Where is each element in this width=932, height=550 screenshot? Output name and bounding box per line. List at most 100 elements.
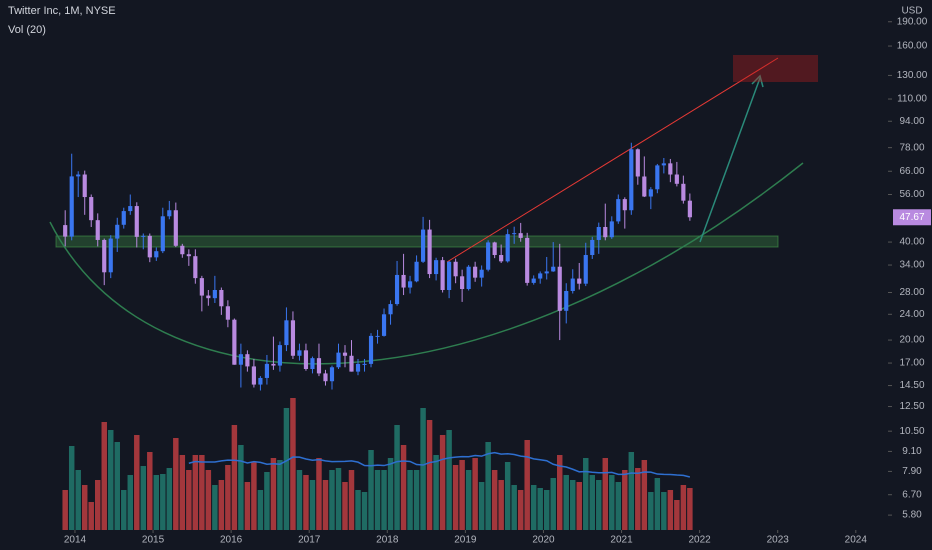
volume-bar <box>452 465 459 530</box>
volume-bar <box>446 430 452 530</box>
volume-bar <box>609 475 615 530</box>
x-tick-label: 2020 <box>532 535 555 546</box>
x-tick-label: 2019 <box>454 535 477 546</box>
volume-bar <box>537 488 543 530</box>
candle-body <box>199 278 204 296</box>
y-tick-label: 5.80 <box>902 510 922 521</box>
candle-body <box>147 235 152 258</box>
volume-bar <box>472 458 478 530</box>
y-tick-label: 160.00 <box>897 41 928 52</box>
trend-line <box>446 57 779 263</box>
x-tick-label: 2017 <box>298 535 321 546</box>
volume-bar <box>635 468 641 530</box>
candle-body <box>206 295 211 299</box>
candle-body <box>238 354 243 365</box>
volume-bar <box>270 458 277 530</box>
volume-bar <box>550 478 556 530</box>
volume-bar <box>543 490 550 530</box>
candle-body <box>381 314 387 336</box>
y-tick-label: 190.00 <box>897 16 928 27</box>
candle-body <box>89 197 94 221</box>
candle-body <box>271 363 276 366</box>
candle-body <box>264 363 269 378</box>
candle-body <box>167 210 172 217</box>
candle-body <box>570 278 575 291</box>
candle-body <box>76 174 81 177</box>
candle-body <box>557 266 562 311</box>
volume-bar <box>140 466 147 530</box>
volume-bar <box>576 482 582 530</box>
x-tick-label: 2023 <box>767 535 790 546</box>
candle-body <box>544 271 549 274</box>
volume-bar <box>622 470 628 530</box>
volume-bar <box>212 485 218 530</box>
candle-body <box>232 319 237 365</box>
candle-body <box>473 266 478 278</box>
candle-body <box>394 274 400 305</box>
candle-layer <box>63 142 692 391</box>
volume-bar <box>290 398 296 530</box>
candle-body <box>95 220 100 240</box>
volume-bar <box>387 458 394 530</box>
candle-body <box>681 183 686 201</box>
volume-bar <box>192 455 199 530</box>
volume-bar <box>257 490 264 530</box>
x-tick-label: 2014 <box>64 535 87 546</box>
volume-bar <box>348 470 355 530</box>
volume-bar <box>199 455 205 530</box>
last-price-box <box>893 209 931 226</box>
candle-body <box>538 273 543 279</box>
volume-bar <box>459 460 465 530</box>
volume-bar <box>648 492 654 530</box>
volume-bar <box>615 482 622 530</box>
candle-body <box>440 260 445 290</box>
candle-body <box>460 276 465 290</box>
volume-bar <box>225 465 231 530</box>
volume-bar <box>283 408 290 530</box>
y-tick-label: 17.00 <box>899 358 924 369</box>
volume-bar <box>583 458 589 530</box>
volume-bar <box>589 475 595 530</box>
candle-body <box>173 210 178 246</box>
candle-body <box>629 149 634 211</box>
candle-body <box>368 335 374 364</box>
volume-bar <box>205 470 212 530</box>
chart-title: Twitter Inc, 1M, NYSE <box>8 5 116 17</box>
candle-body <box>479 269 484 278</box>
candle-body <box>564 290 569 311</box>
volume-bar <box>485 442 491 530</box>
candle-body <box>160 216 165 252</box>
candle-body <box>466 266 471 290</box>
volume-bar <box>407 470 413 530</box>
candle-body <box>668 163 673 175</box>
volume-bar <box>127 475 134 530</box>
candle-body <box>687 200 692 218</box>
y-tick-label: 130.00 <box>897 70 928 81</box>
candle-body <box>245 354 250 367</box>
candle-body <box>622 199 627 211</box>
y-tick-label: 12.50 <box>899 401 924 412</box>
candle-body <box>219 289 224 307</box>
volume-bar <box>413 470 420 530</box>
x-tick-label: 2021 <box>610 535 633 546</box>
volume-bar <box>368 450 374 530</box>
y-tick-label: 9.10 <box>902 446 922 457</box>
cup-curve <box>49 162 804 365</box>
candle-body <box>427 229 432 275</box>
x-tick-label: 2024 <box>845 535 868 546</box>
last-price: 47.67 <box>899 212 924 223</box>
volume-bar <box>517 490 524 530</box>
candle-body <box>212 289 217 299</box>
candle-body <box>590 239 595 256</box>
volume-bar <box>381 470 387 530</box>
y-tick-label: 7.90 <box>902 466 922 477</box>
volume-bar <box>524 440 530 530</box>
volume-bar <box>322 480 329 530</box>
y-tick-label: 20.00 <box>899 335 924 346</box>
volume-bar <box>394 425 400 530</box>
y-tick-label: 24.00 <box>899 309 924 320</box>
target-box <box>733 55 818 82</box>
candle-body <box>375 335 380 337</box>
volume-bar <box>173 438 179 530</box>
volume-bar <box>478 482 485 530</box>
